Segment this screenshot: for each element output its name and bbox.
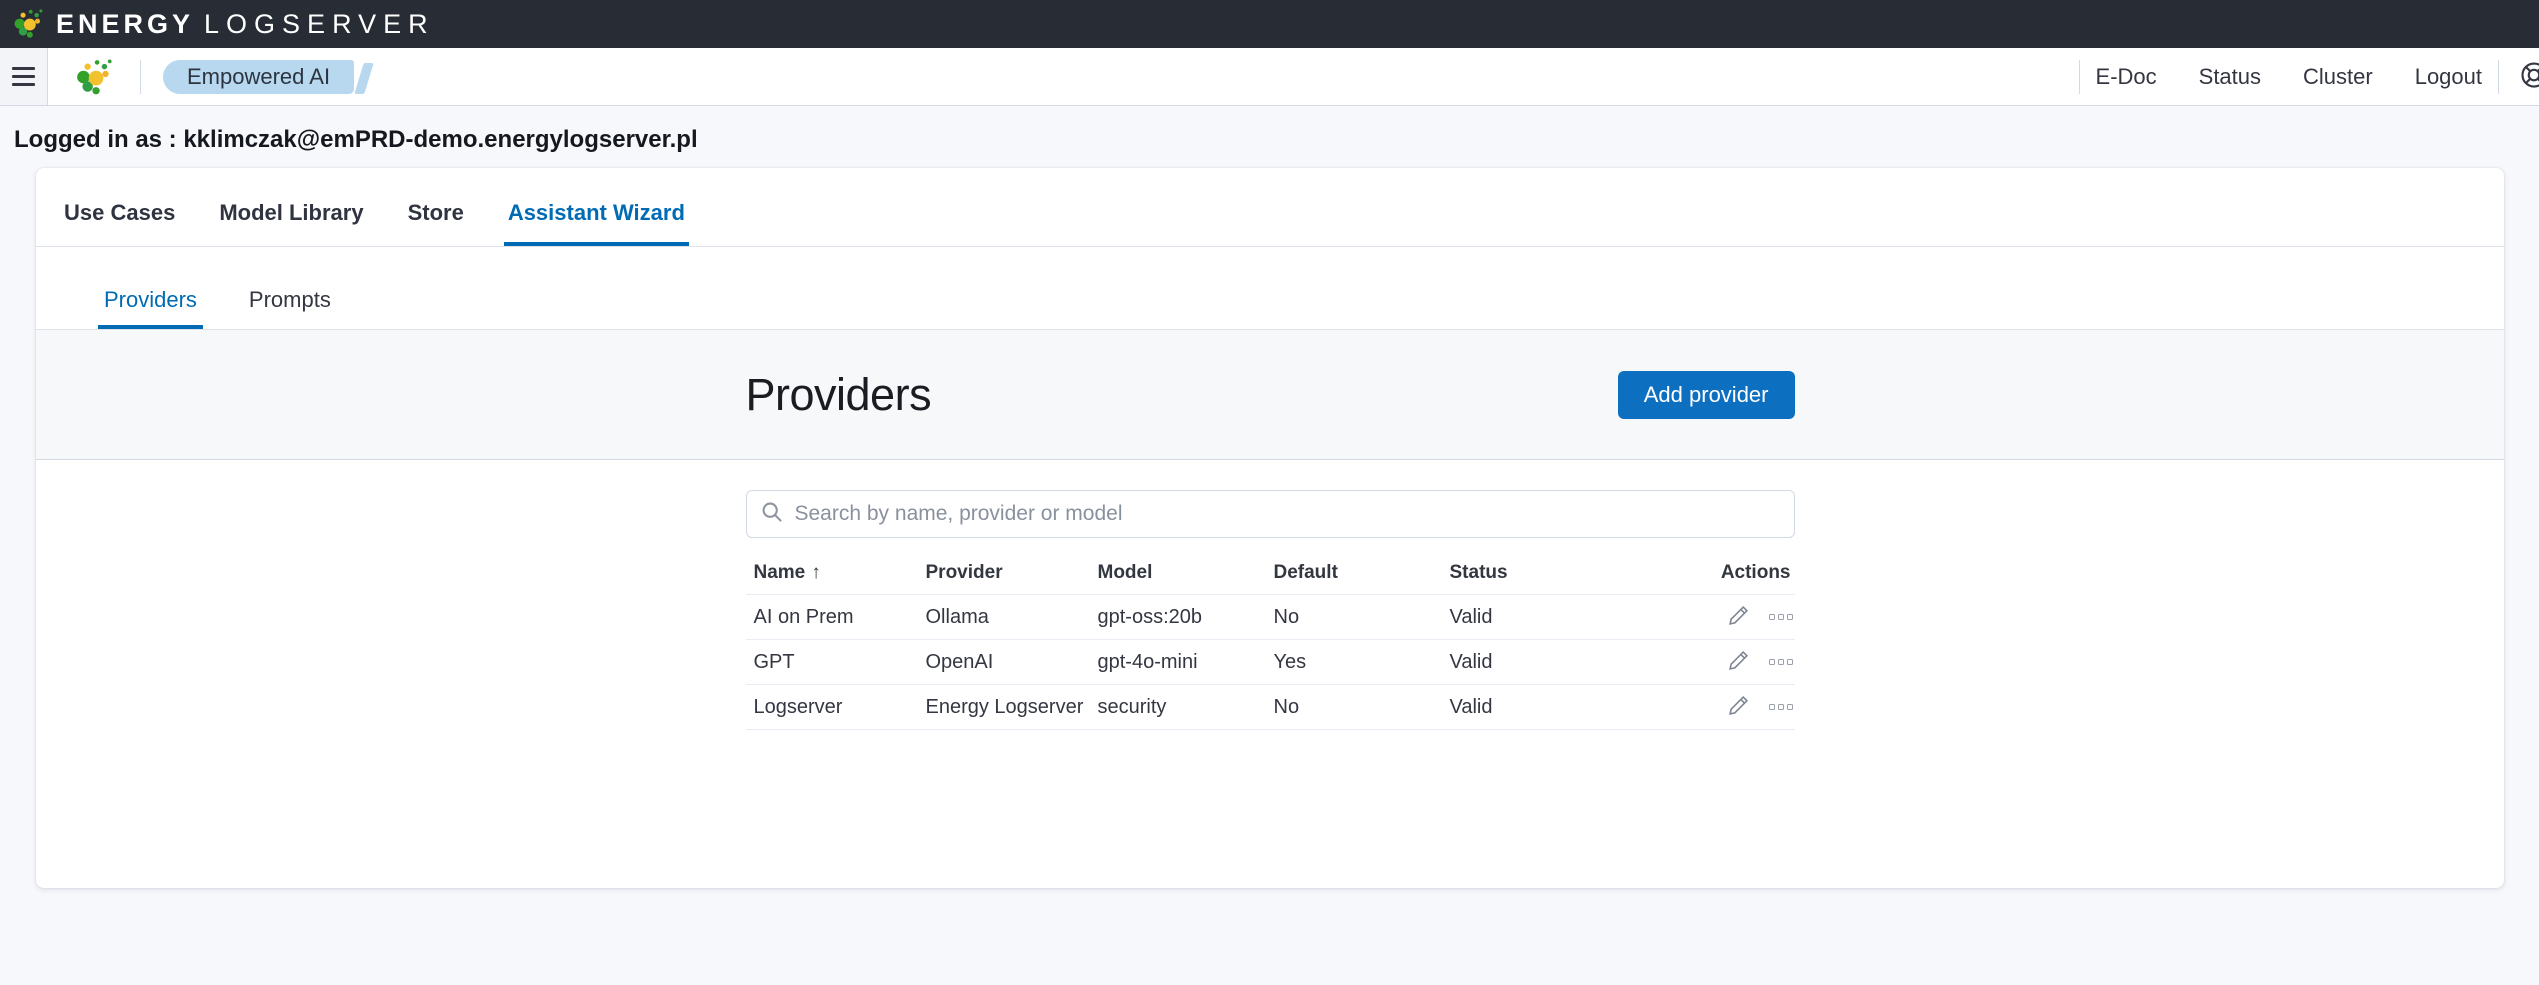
providers-table: Name ↑ Provider Model Default Status Acti…	[745, 558, 1795, 730]
pencil-icon	[1728, 605, 1749, 629]
more-actions-button[interactable]	[1768, 659, 1793, 665]
pencil-icon	[1728, 650, 1749, 674]
brand-text-energy: ENERGY	[56, 8, 195, 39]
cell-model: security	[1097, 695, 1167, 718]
home-logo-button[interactable]	[74, 54, 116, 99]
cell-provider: OpenAI	[925, 650, 994, 673]
toolbar: Empowered AI E-Doc Status Cluster Logout	[0, 48, 2539, 106]
cell-provider: Ollama	[925, 605, 989, 628]
energylogserver-dots-logo-icon	[12, 5, 46, 44]
column-header-name[interactable]: Name ↑	[753, 562, 821, 583]
cell-model: gpt-4o-mini	[1097, 650, 1198, 673]
cell-name: GPT	[753, 650, 795, 673]
column-header-status[interactable]: Status	[1449, 562, 1508, 583]
column-header-actions: Actions	[1720, 562, 1791, 583]
boxes-ellipsis-icon	[1768, 704, 1793, 710]
column-header-provider[interactable]: Provider	[925, 562, 1003, 583]
brand-text-logserver: LOGSERVER	[204, 8, 435, 39]
main-tabs: Use Cases Model Library Store Assistant …	[36, 168, 2504, 247]
cell-provider: Energy Logserver	[925, 695, 1084, 718]
cell-status: Valid	[1449, 695, 1493, 718]
cell-model: gpt-oss:20b	[1097, 605, 1203, 628]
provider-search	[745, 490, 1795, 538]
cell-name: AI on Prem	[753, 605, 854, 628]
cell-name: Logserver	[753, 695, 843, 718]
nav-link-cluster[interactable]: Cluster	[2303, 63, 2373, 89]
tab-assistant-wizard[interactable]: Assistant Wizard	[504, 200, 689, 246]
menu-icon-bar	[12, 75, 35, 78]
toolbar-divider	[2078, 59, 2080, 94]
column-header-default[interactable]: Default	[1273, 562, 1338, 583]
subtab-prompts[interactable]: Prompts	[243, 287, 337, 329]
edit-provider-button[interactable]	[1728, 695, 1749, 719]
edit-provider-button[interactable]	[1728, 650, 1749, 674]
table-row: Logserver Energy Logserver security No V…	[745, 685, 1795, 730]
nav-link-logout[interactable]: Logout	[2414, 63, 2482, 89]
assistant-wizard-subtabs: Providers Prompts	[36, 287, 2504, 330]
table-row: AI on Prem Ollama gpt-oss:20b No Valid	[745, 595, 1795, 640]
more-actions-button[interactable]	[1768, 614, 1793, 620]
pencil-icon	[1728, 695, 1749, 719]
toolbar-nav-links: E-Doc Status Cluster Logout	[2096, 64, 2482, 90]
cell-status: Valid	[1449, 650, 1493, 673]
providers-body: Name↑ Provider Model Default Status Acti…	[36, 460, 2504, 888]
empowered-ai-badge: Empowered AI	[163, 59, 355, 94]
menu-button[interactable]	[0, 48, 48, 105]
menu-icon	[12, 67, 35, 70]
column-header-model[interactable]: Model	[1097, 562, 1153, 583]
top-black-bar: ENERGY LOGSERVER	[0, 0, 2539, 48]
main-panel: Use Cases Model Library Store Assistant …	[36, 168, 2504, 888]
energylogserver-dots-logo-icon	[74, 54, 116, 99]
search-input[interactable]	[792, 501, 1780, 527]
tab-model-library[interactable]: Model Library	[215, 200, 367, 246]
page-title: Providers	[745, 368, 932, 420]
nav-link-edoc[interactable]: E-Doc	[2095, 63, 2157, 89]
page-header: Providers Add provider	[36, 330, 2504, 460]
cell-default: No	[1273, 605, 1300, 628]
sort-asc-icon: ↑	[811, 562, 821, 583]
tab-use-cases[interactable]: Use Cases	[60, 200, 179, 246]
boxes-ellipsis-icon	[1768, 614, 1793, 620]
more-actions-button[interactable]	[1768, 704, 1793, 710]
toolbar-divider	[140, 59, 141, 94]
help-icon	[2519, 60, 2539, 93]
nav-link-status[interactable]: Status	[2198, 63, 2262, 89]
search-icon	[761, 501, 783, 528]
edit-provider-button[interactable]	[1728, 605, 1749, 629]
energylogserver-brand: ENERGY LOGSERVER	[12, 5, 435, 44]
help-button[interactable]	[2519, 60, 2539, 93]
tab-store[interactable]: Store	[404, 200, 468, 246]
subtab-providers[interactable]: Providers	[98, 287, 203, 329]
logged-in-as-text: Logged in as : kklimczak@emPRD-demo.ener…	[14, 126, 698, 153]
cell-status: Valid	[1449, 605, 1493, 628]
menu-icon-bar	[12, 83, 35, 86]
toolbar-divider	[2498, 59, 2499, 94]
add-provider-button[interactable]: Add provider	[1617, 370, 1795, 419]
providers-table-header: Name ↑ Provider Model Default Status Acti…	[745, 558, 1795, 595]
cell-default: Yes	[1273, 650, 1307, 673]
table-row: GPT OpenAI gpt-4o-mini Yes Valid	[745, 640, 1795, 685]
brand-text: ENERGY LOGSERVER	[56, 9, 435, 40]
boxes-ellipsis-icon	[1768, 659, 1793, 665]
cell-default: No	[1273, 695, 1300, 718]
